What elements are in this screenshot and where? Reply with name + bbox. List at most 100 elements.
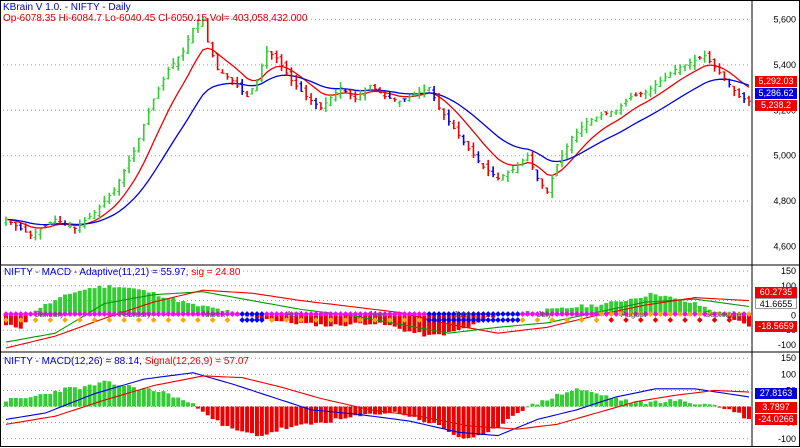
price-bar (225, 73, 230, 80)
histogram-bar (678, 299, 683, 316)
histogram-bar (156, 296, 161, 316)
signal-dot (564, 311, 570, 317)
signal-dot (150, 311, 157, 317)
histogram-bar (13, 397, 18, 407)
price-bar (692, 54, 697, 70)
histogram-bar (264, 406, 269, 435)
signal-dot (352, 311, 359, 317)
macd-title-signal: Signal(12,26,9) = 57.07 (144, 356, 249, 367)
histogram-bar (58, 297, 63, 316)
price-bar (245, 90, 250, 98)
histogram-bar (72, 292, 77, 316)
histogram-bar (461, 406, 466, 439)
signal-dot (446, 311, 452, 317)
macd-signal-line (5, 375, 750, 430)
price-bar (97, 204, 102, 220)
month-label: September (705, 310, 744, 319)
histogram-bar (476, 406, 481, 436)
histogram-bar (43, 393, 48, 407)
signal-dot (170, 311, 177, 317)
price-bar (4, 216, 8, 226)
price-bar (210, 41, 215, 58)
signal-dot (436, 311, 442, 317)
histogram-bar (353, 406, 358, 416)
signal-dot (505, 311, 511, 317)
histogram-bar (422, 406, 427, 423)
histogram-bar (8, 315, 13, 325)
price-bar (427, 87, 432, 92)
histogram-bar (358, 406, 363, 417)
histogram-bar (210, 406, 215, 420)
signal-dot (564, 317, 570, 323)
histogram-bar (702, 306, 707, 316)
adaptive-tag-macd: 60.2735 (755, 287, 797, 298)
signal-dot (490, 311, 496, 317)
price-bar (417, 87, 422, 99)
app-title: KBrain V 1.0. - NIFTY - Daily (3, 2, 131, 13)
signal-dot (519, 311, 526, 317)
signal-dot (465, 311, 472, 317)
signal-dot (578, 317, 585, 323)
signal-dot (263, 311, 270, 317)
histogram-bar (107, 285, 112, 316)
histogram-bar (402, 315, 407, 332)
signal-dot (106, 317, 113, 323)
histogram-bar (614, 397, 619, 407)
signal-dot (485, 311, 492, 317)
signal-dot (224, 317, 231, 323)
price-bar (628, 92, 633, 101)
signal-dot (126, 311, 132, 317)
signal-dot (268, 317, 275, 323)
signal-dot (500, 311, 506, 317)
histogram-bar (697, 404, 702, 407)
signal-dot (667, 317, 674, 323)
histogram-bar (505, 406, 510, 419)
signal-dot (249, 311, 255, 317)
signal-dot (214, 311, 221, 317)
histogram-bar (402, 406, 407, 416)
y-tick-label: 4,600 (773, 242, 796, 252)
price-bar (614, 109, 619, 115)
histogram-bar (274, 315, 279, 322)
signal-dot (244, 311, 250, 317)
histogram-bar (619, 301, 624, 316)
signal-dot (446, 317, 452, 323)
signal-dot (500, 317, 506, 323)
signal-dot (254, 317, 260, 323)
histogram-bar (363, 315, 368, 325)
histogram-bar (412, 406, 417, 417)
histogram-bar (658, 403, 663, 407)
adaptive-sig-line (5, 289, 750, 349)
price-bar (530, 151, 535, 170)
histogram-bar (407, 406, 412, 417)
price-bar (186, 35, 191, 54)
histogram-bar (107, 381, 112, 407)
histogram-bar (589, 392, 594, 407)
histogram-bar (712, 404, 717, 407)
histogram-bar (584, 390, 589, 407)
price-bar (309, 93, 314, 105)
signal-dot (682, 317, 688, 323)
histogram-bar (63, 294, 68, 316)
histogram-bar (451, 406, 456, 435)
price-bar (397, 100, 402, 107)
histogram-bar (63, 387, 68, 407)
price-tag-ma-fast: 5,292.03 (755, 76, 797, 87)
price-bar (658, 76, 663, 88)
histogram-bar (97, 285, 102, 316)
price-bar (574, 128, 579, 143)
signal-dot (318, 311, 324, 317)
signal-dot (239, 317, 246, 323)
adaptive-tag-hist: -18.5659 (755, 321, 797, 332)
price-bar (58, 216, 63, 225)
price-bar (742, 92, 747, 104)
signal-dot (401, 317, 408, 323)
macd-tag-hist: 3.7897 (755, 402, 797, 413)
signal-dot (416, 317, 423, 323)
histogram-bar (58, 391, 63, 407)
signal-dot (470, 311, 477, 317)
price-bar (230, 77, 235, 86)
histogram-bar (732, 406, 737, 413)
histogram-bar (432, 406, 437, 423)
histogram-bar (33, 395, 38, 407)
